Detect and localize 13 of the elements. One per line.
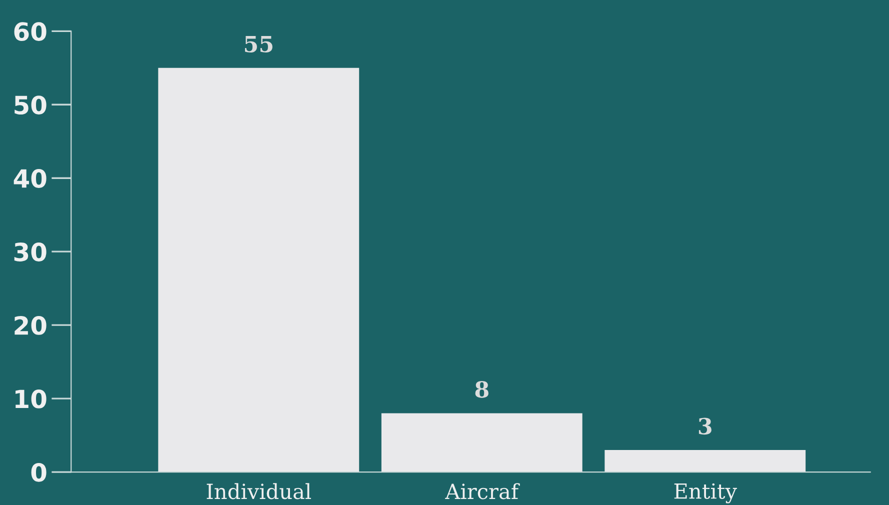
- x-tick-label: Individual: [206, 483, 311, 500]
- y-tick-label: 50: [14, 96, 46, 114]
- x-tick-label: Entity: [674, 483, 737, 504]
- data-label: 8: [475, 381, 488, 398]
- data-label: 3: [698, 418, 712, 435]
- data-label: 55: [245, 36, 272, 52]
- x-tick-label: Aircraf: [445, 483, 520, 500]
- y-tick-label: 10: [16, 389, 46, 408]
- y-tick-label: 30: [14, 242, 46, 262]
- y-tick-label: 40: [14, 169, 46, 188]
- y-tick-label: 60: [14, 22, 46, 42]
- y-tick-label: 20: [14, 316, 46, 335]
- y-tick-label: 0: [31, 462, 46, 482]
